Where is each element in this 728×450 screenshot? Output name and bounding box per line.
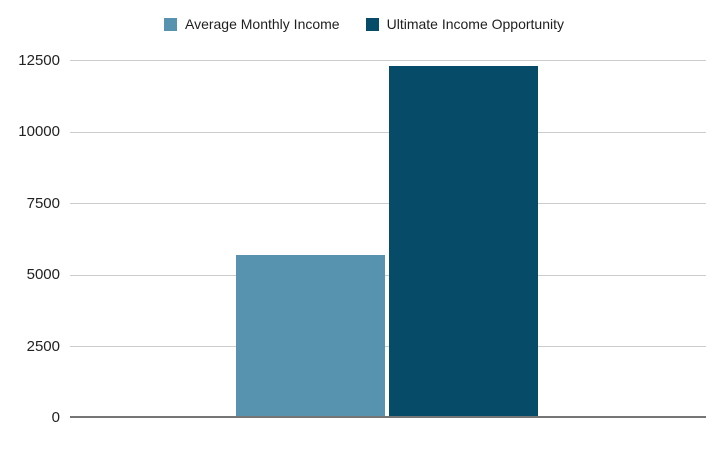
plot-area (70, 60, 706, 418)
legend-item-average-monthly-income: Average Monthly Income (163, 16, 340, 32)
legend-label-average-monthly-income: Average Monthly Income (184, 16, 340, 32)
legend-swatch-ultimate-income-opportunity (365, 17, 379, 31)
y-tick-0: 0 (51, 409, 60, 426)
gridline-10000 (70, 132, 706, 133)
x-axis-baseline (70, 416, 706, 418)
y-axis: 12500 10000 7500 5000 2500 0 (0, 52, 60, 426)
y-tick-12500: 12500 (18, 52, 60, 69)
y-tick-5000: 5000 (26, 266, 60, 283)
y-tick-10000: 10000 (18, 123, 60, 140)
bar-average-monthly-income (236, 255, 385, 418)
gridline-2500 (70, 346, 706, 347)
legend-label-ultimate-income-opportunity: Ultimate Income Opportunity (386, 16, 564, 32)
legend-swatch-average-monthly-income (163, 17, 177, 31)
bar-ultimate-income-opportunity (389, 65, 538, 418)
legend-item-ultimate-income-opportunity: Ultimate Income Opportunity (365, 16, 564, 32)
y-tick-2500: 2500 (26, 338, 60, 355)
gridline-7500 (70, 203, 706, 204)
chart-legend: Average Monthly Income Ultimate Income O… (0, 16, 728, 32)
y-tick-7500: 7500 (26, 195, 60, 212)
gridline-5000 (70, 275, 706, 276)
gridline-12500 (70, 60, 706, 61)
